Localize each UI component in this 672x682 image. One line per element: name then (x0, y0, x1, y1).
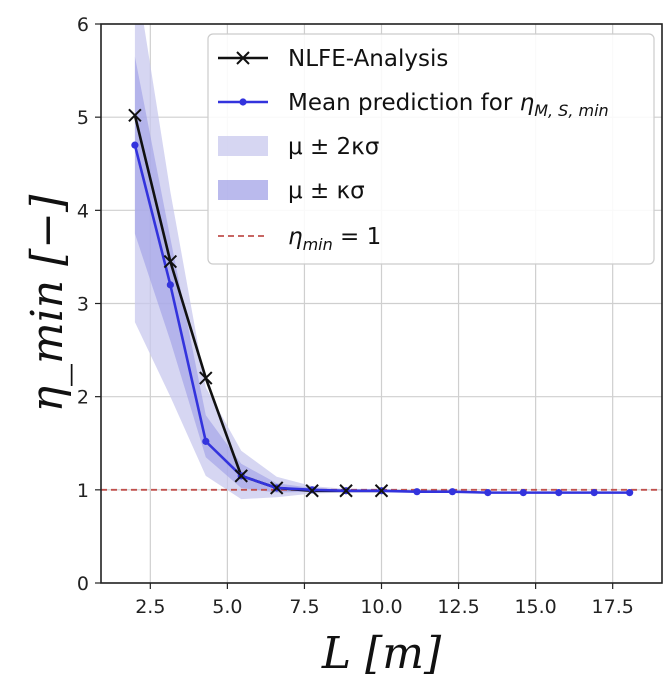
mean-prediction-point (519, 489, 527, 497)
mean-prediction-point (448, 488, 456, 496)
x-tick-label: 5.0 (212, 596, 242, 618)
mean-prediction-point (484, 489, 492, 497)
y-tick-label: 1 (77, 480, 89, 502)
axis-ticks: 2.5 5.0 7.5 10.0 12.5 15.0 17.5 0 1 2 3 4 5 6 (77, 14, 634, 618)
mean-prediction-point (626, 489, 634, 497)
x-tick-label: 12.5 (437, 596, 479, 618)
mean-prediction-point (166, 281, 174, 289)
legend-band-2-swatch (218, 136, 268, 156)
legend: NLFE-Analysis Mean prediction for ηM, S, … (207, 33, 655, 265)
y-tick-label: 2 (77, 387, 89, 409)
nlfe-point-marker (305, 484, 319, 498)
mean-prediction-point (413, 488, 421, 496)
nlfe-point-marker (269, 481, 284, 495)
legend-box (207, 33, 655, 265)
mean-prediction-point (131, 141, 139, 149)
legend-label-mean: Mean prediction for ηM, S, min (288, 90, 609, 120)
nlfe-point-marker (199, 371, 213, 385)
x-axis-label: L [m] (321, 628, 442, 679)
y-axis-label: η_min [−] (22, 194, 73, 413)
nlfe-point-marker (234, 469, 248, 483)
x-tick-label: 17.5 (592, 596, 634, 618)
legend-label-ref: ηmin = 1 (288, 224, 381, 254)
x-tick-label: 2.5 (135, 596, 165, 618)
y-tick-label: 6 (77, 14, 89, 36)
y-tick-label: 4 (77, 200, 89, 222)
legend-label-band2: μ ± 2κσ (288, 134, 379, 160)
y-tick-label: 0 (77, 573, 89, 595)
mean-prediction-point (202, 437, 210, 445)
legend-x-marker (236, 51, 250, 65)
legend-label-band1: μ ± κσ (288, 178, 365, 204)
y-tick-label: 5 (77, 107, 89, 129)
x-tick-label: 15.0 (514, 596, 556, 618)
legend-dot-marker (239, 98, 247, 106)
nlfe-point-marker (163, 254, 178, 269)
nlfe-point-marker (374, 484, 389, 498)
nlfe-point-marker (128, 108, 142, 123)
x-tick-label: 7.5 (289, 596, 319, 618)
legend-label-nlfe: NLFE-Analysis (288, 46, 448, 72)
mean-prediction-point (555, 489, 563, 497)
y-tick-label: 3 (77, 294, 89, 316)
nlfe-point-marker (339, 484, 353, 498)
legend-band-1-swatch (218, 180, 268, 200)
x-tick-label: 10.0 (360, 596, 402, 618)
series-layer (128, 108, 634, 498)
mean-prediction-point (590, 489, 598, 497)
